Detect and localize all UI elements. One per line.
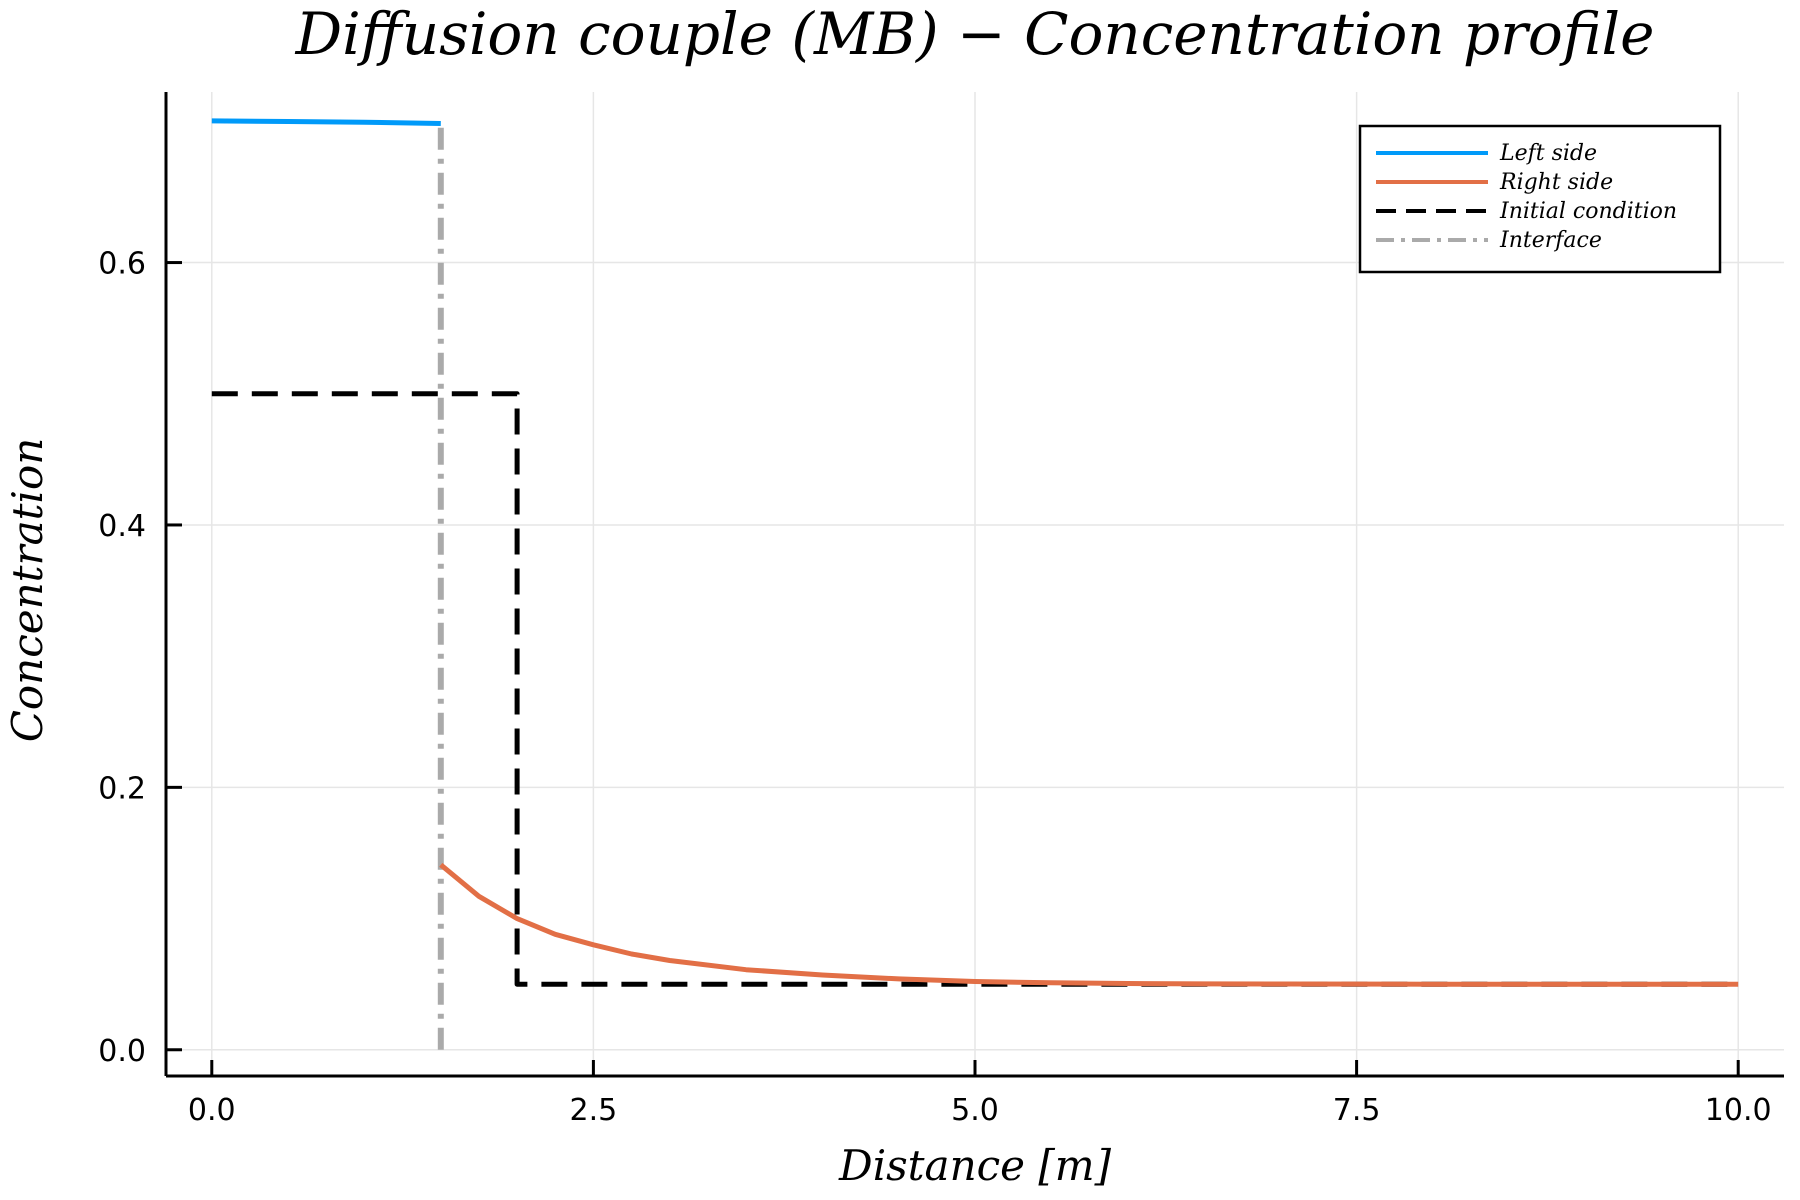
x-tick-label: 10.0 [1705, 1093, 1772, 1128]
y-axis-label: Concentration [3, 438, 52, 743]
series-left-side [211, 118, 441, 126]
series-right-side [439, 862, 1739, 987]
series-layer [211, 118, 1739, 1050]
legend-label: Interface [1499, 228, 1602, 253]
y-tick-label: 0.4 [98, 509, 146, 544]
x-tick-label: 5.0 [951, 1093, 999, 1128]
y-tick-label: 0.6 [98, 247, 146, 282]
legend: Left side Right side Initial condition Inte… [1358, 124, 1722, 274]
chart-title: Diffusion couple (MB) − Concentration pr… [295, 0, 1655, 68]
legend-label: Initial condition [1499, 199, 1677, 224]
legend-label: Right side [1499, 170, 1613, 195]
x-tick-label: 0.0 [188, 1093, 236, 1128]
series-initial-condition [211, 391, 1739, 987]
y-tick-label: 0.2 [98, 771, 146, 806]
x-tick-label: 2.5 [570, 1093, 618, 1128]
legend-label: Left side [1499, 141, 1597, 166]
x-axis-label: Distance [m] [838, 1141, 1112, 1190]
legend-box [1358, 124, 1722, 274]
y-tick-label: 0.0 [98, 1034, 146, 1069]
x-tick-label: 7.5 [1333, 1093, 1381, 1128]
axes: 0.0 2.5 5.0 7.5 10.0 0.0 0.2 0.4 0.6 [98, 92, 1784, 1128]
